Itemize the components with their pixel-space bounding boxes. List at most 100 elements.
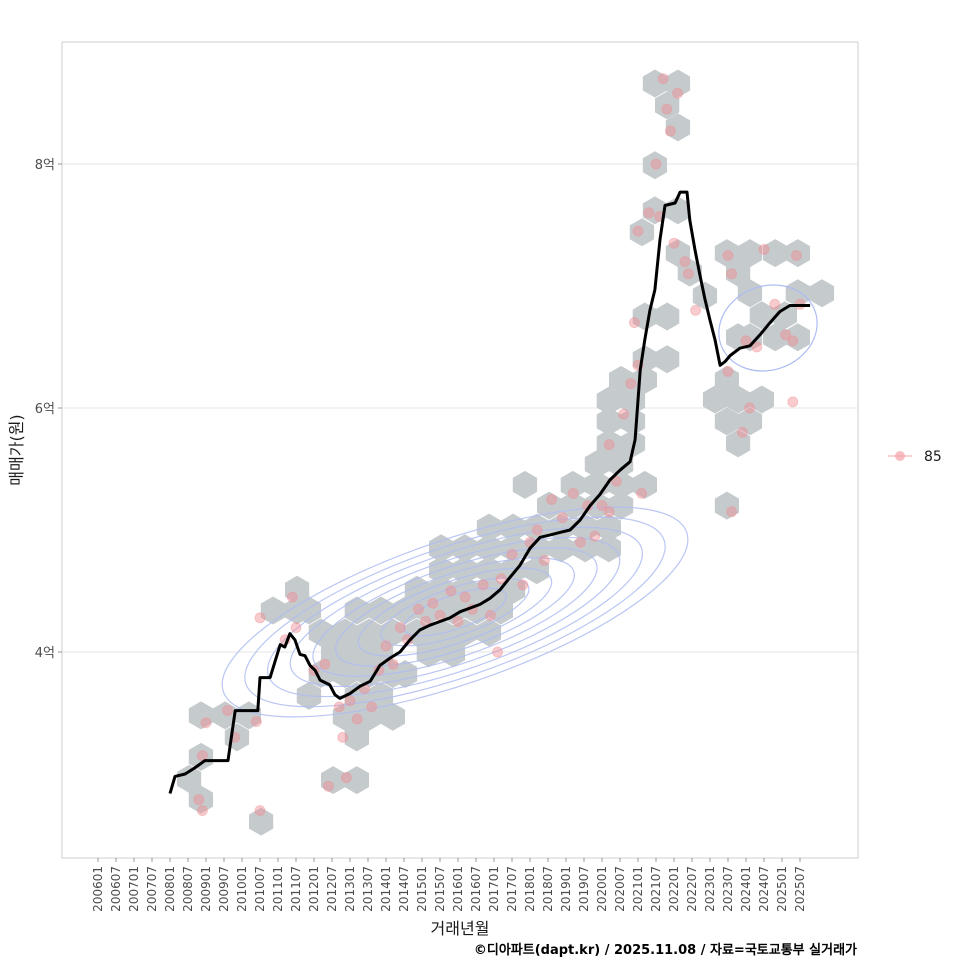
data-point [344, 695, 356, 707]
x-tick-label: 201101 [271, 866, 285, 912]
x-tick-label: 202207 [685, 866, 699, 912]
data-point [650, 158, 662, 170]
hexbin [655, 91, 680, 120]
data-point [196, 805, 208, 817]
hexbin [665, 69, 691, 98]
x-tick-label: 201801 [523, 866, 537, 912]
data-point [769, 298, 781, 310]
hexbin [632, 345, 657, 374]
data-point [477, 579, 489, 591]
x-tick-label: 201307 [361, 866, 375, 912]
hexbin [380, 618, 405, 647]
x-tick-label: 200601 [91, 866, 105, 912]
hexbin [737, 323, 763, 352]
data-point [427, 597, 439, 609]
hexbin [188, 701, 214, 730]
data-point [574, 536, 586, 548]
x-tick-label: 200707 [145, 866, 159, 912]
data-point [787, 335, 799, 347]
hexbin [560, 491, 585, 520]
contour-line [403, 587, 507, 637]
legend-label: 85 [924, 449, 942, 465]
hexbin [702, 385, 728, 414]
hexbin [596, 513, 621, 542]
data-point [459, 591, 471, 603]
contour-line [380, 577, 530, 647]
hexbin [737, 239, 763, 268]
data-point [787, 396, 799, 408]
data-point [254, 805, 266, 817]
x-tick-label: 200801 [163, 866, 177, 912]
data-point [200, 717, 212, 729]
hexbin [332, 702, 358, 731]
y-axis: 4억 6억 8억 [35, 158, 62, 661]
hexbin [609, 365, 634, 394]
hexbin [785, 239, 810, 268]
x-tick-label: 201901 [559, 866, 573, 912]
hexbin [584, 450, 610, 479]
data-point [445, 585, 457, 597]
x-tick-label: 201201 [307, 866, 321, 912]
x-tick-label: 201001 [235, 866, 249, 912]
hexbin [737, 407, 763, 436]
x-tick-label: 202507 [793, 866, 807, 912]
hexbin [677, 258, 702, 287]
hexbin [609, 470, 634, 499]
hexbin [321, 766, 346, 795]
data-point [736, 426, 748, 438]
data-point [340, 772, 352, 784]
data-point [751, 341, 763, 353]
hexbin [714, 239, 739, 268]
hexbin [344, 596, 369, 625]
hexbin [642, 151, 667, 180]
x-tick-label: 201701 [487, 866, 501, 912]
x-tick-label: 202101 [631, 866, 645, 912]
hexbin [785, 323, 810, 352]
data-point [632, 225, 644, 237]
contour-line [244, 516, 666, 708]
hexbin [308, 660, 333, 688]
x-tick-label: 201407 [397, 866, 411, 912]
data-point [661, 103, 673, 115]
hexbin [368, 681, 394, 710]
data-point [690, 304, 702, 316]
x-tick-label: 200701 [127, 866, 141, 912]
hexbin [763, 323, 788, 352]
hexbin [236, 701, 261, 730]
data-point [664, 125, 676, 137]
contour-line [718, 284, 818, 372]
hexbin [476, 513, 502, 542]
data-point [744, 402, 756, 414]
data-point [780, 329, 792, 341]
hexbin [714, 407, 739, 436]
hexbin [357, 660, 382, 688]
hexbin [368, 596, 394, 625]
x-tick-label: 201807 [541, 866, 555, 912]
data-point [222, 705, 234, 717]
hexbin [177, 764, 202, 793]
data-point [250, 716, 262, 728]
hexbin [596, 429, 621, 458]
data-point [319, 658, 331, 670]
legend: 85 [888, 449, 942, 465]
hexbin [665, 113, 691, 142]
x-tick-label: 201707 [505, 866, 519, 912]
hexbin [524, 556, 549, 585]
data-point [538, 555, 550, 566]
hexbin [737, 279, 763, 308]
hexbin [380, 702, 405, 731]
hexbin [321, 639, 346, 668]
data-point [556, 512, 568, 524]
hexbin [285, 575, 310, 604]
hexbin [560, 470, 585, 499]
data-point [387, 658, 399, 670]
hexbin [726, 258, 751, 287]
hexbin [501, 534, 526, 563]
x-tick-label: 202001 [595, 866, 609, 912]
y-axis-title: 매매가(원) [7, 414, 26, 485]
data-point [337, 731, 349, 743]
data-point [603, 439, 615, 451]
data-point [366, 701, 378, 713]
hexbin [344, 723, 369, 752]
data-point [492, 646, 504, 658]
